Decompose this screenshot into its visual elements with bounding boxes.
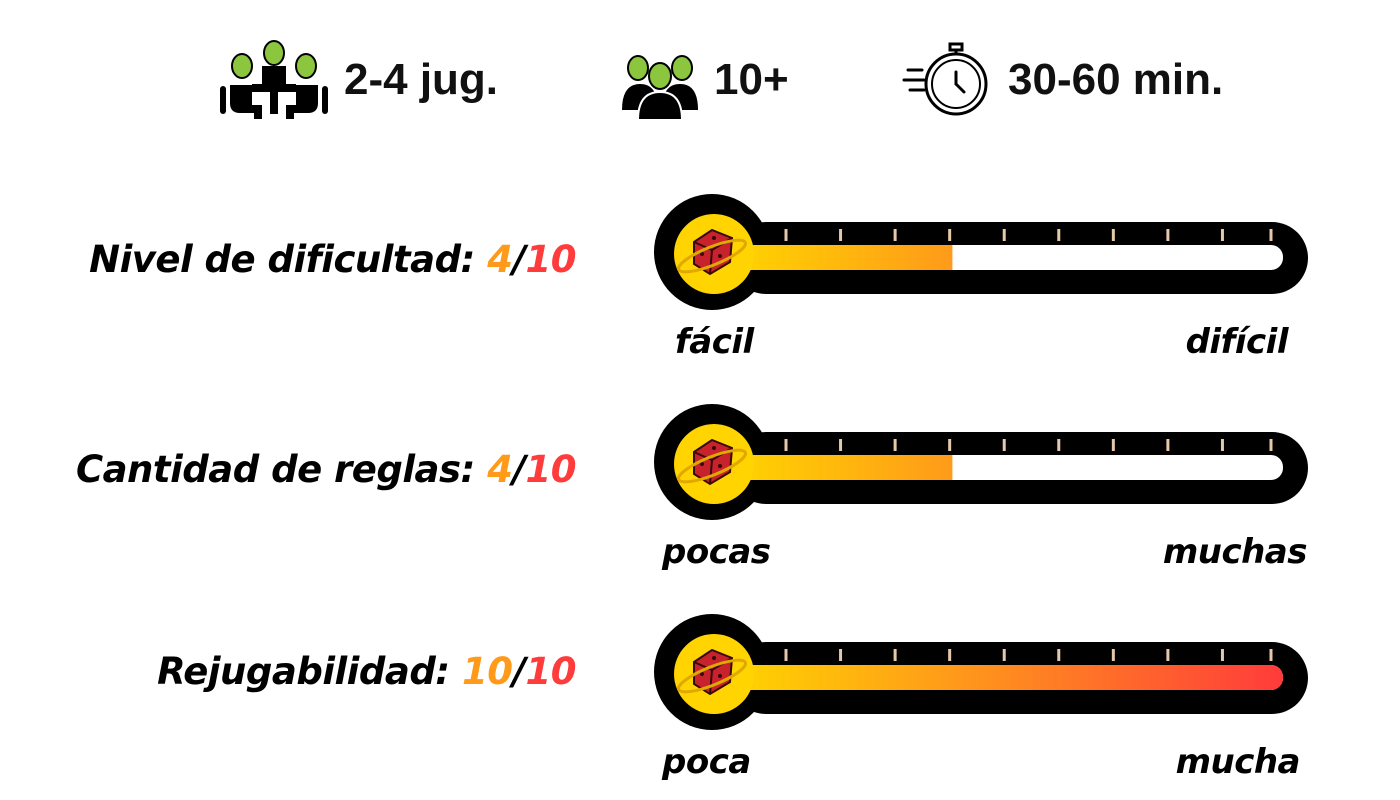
meter-fill <box>732 245 953 270</box>
rating-name: Nivel de dificultad: <box>89 238 488 281</box>
meter-tick <box>1166 229 1170 241</box>
meter-tick <box>893 229 897 241</box>
meter-tick <box>1002 229 1006 241</box>
rating-label: Cantidad de reglas: 4/10 <box>75 448 577 491</box>
meter-tick <box>839 229 843 241</box>
meter-tick <box>839 439 843 451</box>
rating-name: Rejugabilidad: <box>157 650 462 693</box>
meter-fill <box>732 665 1283 690</box>
meter-tick <box>839 649 843 661</box>
rating-separator: / <box>512 650 526 693</box>
dice-planet-icon <box>676 648 748 696</box>
rating-meter <box>650 190 1310 320</box>
age-text: 10+ <box>714 55 789 104</box>
meter-max-label: difícil <box>1185 322 1289 362</box>
rating-max: 10 <box>525 238 577 281</box>
players-stat: 2-4 jug. <box>218 40 498 120</box>
age-stat: 10+ <box>620 40 789 120</box>
rating-separator: / <box>512 448 526 491</box>
rating-value: 10 <box>461 650 513 693</box>
meter-tick <box>1220 229 1224 241</box>
rating-max: 10 <box>525 448 577 491</box>
meter-max-label: mucha <box>1175 742 1301 782</box>
meter-tick <box>1002 439 1006 451</box>
meter-tick <box>948 439 952 451</box>
rating-meter <box>650 400 1310 530</box>
meter-tick <box>784 439 788 451</box>
stopwatch-icon <box>902 42 988 116</box>
rating-value: 4 <box>487 238 513 281</box>
meter-tick <box>893 439 897 451</box>
meter-tick <box>1269 439 1273 451</box>
alien-group-icon <box>622 55 698 120</box>
dice-planet-icon <box>676 438 748 486</box>
players-text: 2-4 jug. <box>344 55 499 104</box>
meter-tick <box>1057 439 1061 451</box>
meter-tick <box>1111 649 1115 661</box>
meter-tick <box>1269 229 1273 241</box>
meter-min-label: fácil <box>675 322 754 362</box>
rating-max: 10 <box>525 650 577 693</box>
time-text: 30-60 min. <box>1008 55 1224 104</box>
players-at-table-icon <box>220 40 328 119</box>
meter-tick <box>1002 649 1006 661</box>
rating-meter <box>650 610 1310 740</box>
time-stat: 30-60 min. <box>900 40 1223 120</box>
meter-tick <box>1220 649 1224 661</box>
meter-tick <box>1269 649 1273 661</box>
rating-label: Nivel de dificultad: 4/10 <box>89 238 576 281</box>
meter-tick <box>1166 439 1170 451</box>
meter-tick <box>1220 439 1224 451</box>
meter-fill <box>732 455 953 480</box>
dice-planet-icon <box>676 228 748 276</box>
rating-label: Rejugabilidad: 10/10 <box>157 650 576 693</box>
rating-name: Cantidad de reglas: <box>75 448 488 491</box>
meter-tick <box>1057 229 1061 241</box>
meter-max-label: muchas <box>1162 532 1308 572</box>
meter-tick <box>784 649 788 661</box>
rating-separator: / <box>512 238 526 281</box>
meter-tick <box>784 229 788 241</box>
meter-tick <box>1057 649 1061 661</box>
meter-tick <box>1111 439 1115 451</box>
meter-tick <box>893 649 897 661</box>
rating-value: 4 <box>487 448 513 491</box>
meter-tick <box>948 229 952 241</box>
meter-tick <box>1166 649 1170 661</box>
meter-min-label: pocas <box>662 532 771 572</box>
meter-min-label: poca <box>662 742 751 782</box>
meter-tick <box>948 649 952 661</box>
meter-tick <box>1111 229 1115 241</box>
